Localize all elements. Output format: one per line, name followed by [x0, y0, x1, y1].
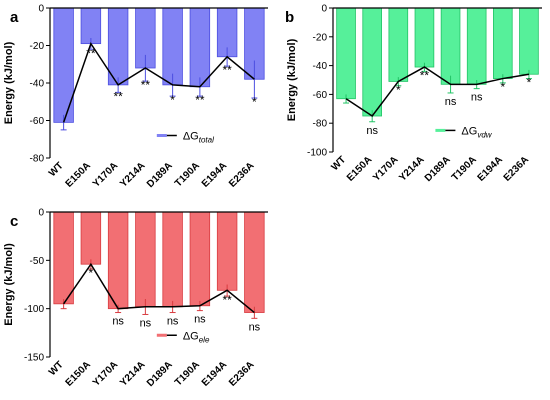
bar-T190A: [466, 7, 487, 85]
x-tick-label-E236A: E236A: [502, 154, 531, 183]
y-tick-label: -80: [30, 154, 45, 165]
y-tick-label: -100: [24, 304, 44, 315]
x-tick-label-Y214A: Y214A: [118, 160, 147, 189]
significance-label-D189A: ns: [445, 96, 457, 108]
x-tick-label-D189A: D189A: [423, 154, 453, 184]
y-tick-label: -150: [24, 353, 44, 364]
y-axis-label: Energy (kJ/mol): [3, 41, 15, 124]
y-tick-label: -60: [30, 116, 45, 127]
bar-E150A: [80, 211, 102, 265]
significance-label-E236A: ns: [249, 321, 261, 333]
x-tick-label-Y170A: Y170A: [91, 359, 120, 388]
significance-label-E150A: ns: [366, 125, 378, 137]
significance-label-E194A: **: [222, 63, 232, 77]
x-tick-label-E194A: E194A: [200, 160, 229, 189]
legend-entry: ΔGele: [183, 330, 210, 344]
bar-T190A: [189, 211, 211, 307]
panel-label: c: [10, 213, 18, 230]
bar-E236A: [519, 7, 539, 75]
significance-label-E194A: **: [222, 293, 232, 307]
bar-D189A: [162, 7, 183, 86]
x-tick-label-WT: WT: [329, 154, 348, 173]
x-tick-label-E194A: E194A: [476, 154, 505, 183]
legend-entry: ΔGtotal: [183, 131, 214, 145]
legend-entry: ΔGvdw: [461, 125, 492, 139]
series-line: [62, 41, 255, 123]
x-tick-label-Y214A: Y214A: [118, 359, 147, 388]
significance-label-T190A: **: [195, 93, 205, 107]
bar-WT: [53, 7, 74, 123]
panel-label: a: [10, 9, 19, 26]
x-tick-label-E150A: E150A: [345, 154, 374, 183]
significance-label-Y170A: **: [113, 89, 123, 103]
chart-panel-b: bns***ns ns* *-100-80-60-40-200WTE150AY170…: [285, 4, 542, 184]
significance-label-Y214A: ns: [140, 317, 152, 329]
series-line: [345, 66, 530, 118]
y-axis-label: Energy (kJ/mol): [3, 243, 15, 326]
bar-E236A: [244, 211, 265, 313]
bar-E150A: [362, 7, 382, 117]
x-tick-label-T190A: T190A: [173, 359, 202, 388]
significance-label-E194A: *: [500, 80, 505, 94]
significance-label-Y214A: **: [141, 78, 151, 92]
y-tick-label: 0: [321, 4, 327, 15]
chart-panel-c: c * ns ns ns ns ** ns -150 -100 -50 0 WTE150AY170AY2…: [3, 208, 268, 389]
significance-label-E150A: **: [86, 46, 96, 60]
series-line: [63, 262, 255, 314]
significance-label-T190A: ns: [471, 92, 483, 104]
y-tick-label: -20: [313, 32, 328, 43]
chart-panel-a: a******* *****-80-60-40-200WTE150AY170AY2…: [3, 4, 268, 190]
x-tick-label-E150A: E150A: [64, 160, 93, 189]
x-tick-label-D189A: D189A: [145, 160, 175, 190]
x-tick-label-E194A: E194A: [200, 359, 229, 388]
y-tick-label: 0: [38, 4, 44, 15]
bar-Y170A: [388, 7, 409, 82]
significance-label-E236A: *: [527, 76, 532, 90]
x-tick-label-WT: WT: [47, 359, 66, 378]
x-tick-label-WT: WT: [47, 160, 66, 179]
x-tick-label-E236A: E236A: [227, 160, 256, 189]
bar-E194A: [493, 7, 513, 79]
bar-D189A: [162, 211, 183, 308]
bar-T190A: [189, 7, 211, 88]
significance-label-D189A: *: [170, 93, 175, 107]
x-tick-label-Y170A: Y170A: [91, 160, 120, 189]
significance-label-Y170A: *: [396, 83, 401, 97]
bar-WT: [53, 211, 74, 305]
x-tick-label-T190A: T190A: [450, 154, 479, 183]
x-tick-label-D189A: D189A: [145, 359, 175, 389]
x-tick-label-Y214A: Y214A: [397, 154, 426, 183]
bar-Y214A: [135, 211, 156, 308]
y-tick-label: -50: [30, 256, 45, 267]
significance-label-T190A: ns: [194, 314, 206, 326]
bar-Y170A: [107, 211, 129, 310]
x-tick-label-E150A: E150A: [64, 359, 93, 388]
y-tick-label: -80: [313, 119, 328, 130]
x-tick-label-T190A: T190A: [173, 160, 202, 189]
y-tick-label: -100: [307, 148, 327, 159]
significance-label-Y214A: **: [420, 68, 430, 82]
significance-label-E236A: *: [252, 95, 257, 109]
y-tick-label: 0: [38, 208, 44, 219]
x-tick-label-Y170A: Y170A: [371, 154, 400, 183]
y-tick-label: -40: [30, 79, 45, 90]
y-tick-label: -20: [30, 41, 45, 52]
bar-Y214A: [414, 7, 435, 68]
bar-WT: [336, 7, 356, 100]
significance-label-E150A: *: [89, 266, 94, 280]
y-axis-label: Energy (kJ/mol): [286, 38, 298, 121]
x-tick-label-E236A: E236A: [227, 359, 256, 388]
bar-D189A: [440, 7, 461, 85]
y-tick-label: -60: [313, 90, 328, 101]
panel-label: b: [285, 9, 294, 26]
y-tick-label: -40: [313, 61, 328, 72]
significance-label-Y170A: ns: [112, 316, 124, 328]
bar-E194A: [216, 211, 238, 291]
significance-label-D189A: ns: [167, 316, 179, 328]
